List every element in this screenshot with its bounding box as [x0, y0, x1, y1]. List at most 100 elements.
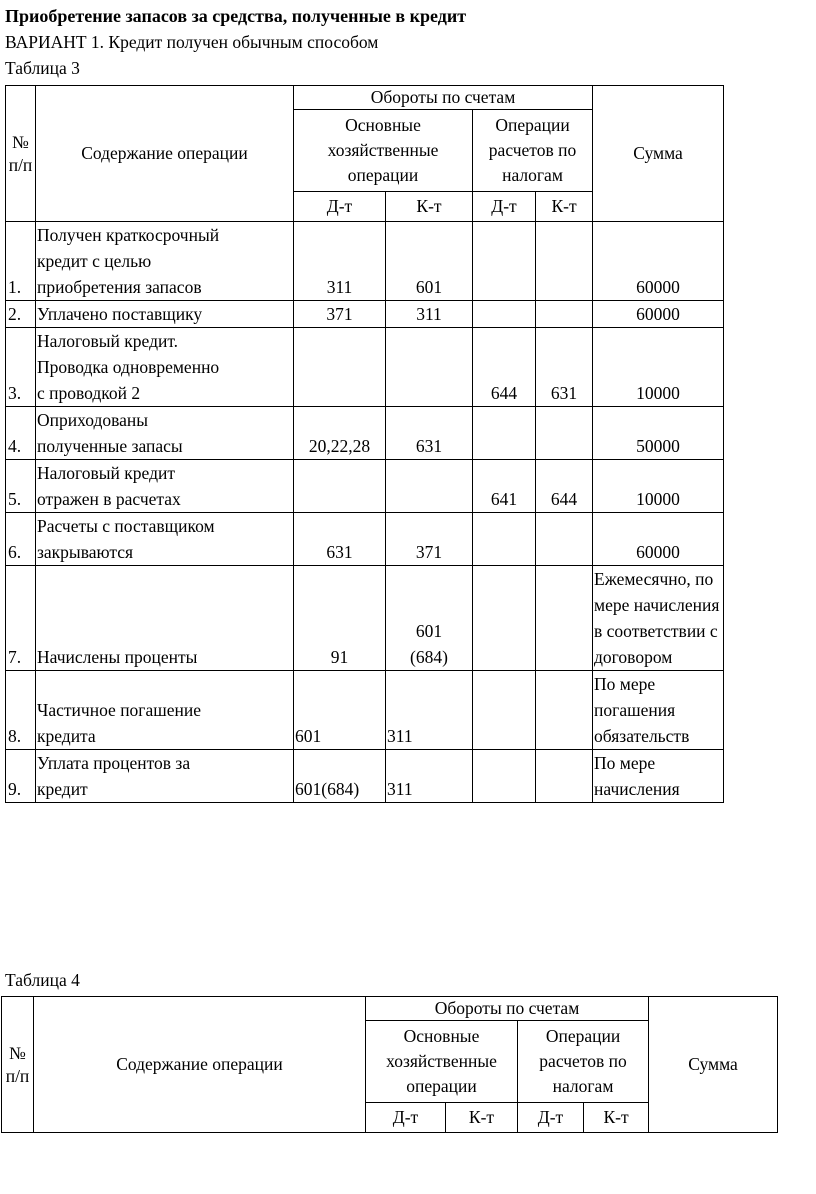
tax-debit-cell: 644: [472, 327, 536, 407]
row-number-cell: 5.: [5, 459, 36, 513]
table4-header: № п/п Содержание операции Обороты по сче…: [1, 996, 779, 1133]
operation-cell: Налоговый кредит. Проводка одновременно …: [35, 327, 294, 407]
main-debit-cell: [293, 459, 386, 513]
table-row: 1. Получен краткосрочный кредит с целью п…: [5, 221, 725, 301]
main-credit-cell: 311: [385, 300, 473, 328]
main-credit-cell: 371: [385, 512, 473, 566]
col-header-main-ops: Основные хозяйственные операции: [365, 1020, 518, 1103]
sum-cell: 60000: [592, 221, 725, 301]
col-header-operation: Содержание операции: [33, 996, 366, 1133]
sum-cell: 10000: [592, 459, 725, 513]
row-number-cell: 4.: [5, 406, 36, 460]
table-row: 3. Налоговый кредит. Проводка одновременн…: [5, 327, 725, 407]
tax-credit-cell: 644: [534, 459, 594, 513]
tax-credit-cell: [534, 512, 594, 566]
main-credit-cell: 631: [385, 406, 473, 460]
table-row: 4. Оприходованы полученные запасы 20,22,28…: [5, 406, 725, 460]
tax-debit-cell: [472, 300, 536, 328]
main-credit-cell: 311: [385, 749, 473, 803]
operation-cell: Расчеты с поставщиком закрываются: [35, 512, 294, 566]
tax-credit-cell: 631: [534, 327, 594, 407]
row-number-cell: 1.: [5, 221, 36, 301]
col-header-main-debit: Д-т: [293, 191, 386, 222]
sum-cell: 10000: [592, 327, 725, 407]
operation-cell: Налоговый кредит отражен в расчетах: [35, 459, 294, 513]
col-header-sum: Сумма: [648, 996, 779, 1133]
main-credit-cell: [385, 459, 473, 513]
operation-cell: Начислены проценты: [35, 565, 294, 671]
row-number-cell: 8.: [5, 670, 36, 750]
table-4: № п/п Содержание операции Обороты по сче…: [1, 996, 779, 1133]
table-row: 9. Уплата процентов за кредит 601(684) 311 П…: [5, 749, 725, 803]
col-header-turnovers: Обороты по счетам: [292, 85, 594, 110]
row-number-cell: 3.: [5, 327, 36, 407]
tax-debit-cell: [472, 670, 536, 750]
col-header-num: № п/п: [5, 85, 36, 222]
tax-debit-cell: [472, 565, 536, 671]
col-header-tax-debit: Д-т: [472, 191, 536, 222]
col-header-tax-ops: Операции расчетов по налогам: [516, 1020, 650, 1103]
main-credit-cell: [385, 327, 473, 407]
main-credit-cell: 311: [385, 670, 473, 750]
main-debit-cell: 91: [293, 565, 386, 671]
page-title: Приобретение запасов за средства, получе…: [5, 6, 467, 26]
col-header-main-debit: Д-т: [365, 1102, 446, 1133]
header-row: Основные хозяйственные операции Операции…: [2, 1020, 778, 1103]
col-header-main-credit: К-т: [385, 191, 473, 222]
header-row: № п/п Содержание операции Обороты по сче…: [1, 996, 779, 1133]
header-row: Д-т К-т Д-т К-т: [6, 191, 724, 222]
col-header-tax-credit: К-т: [534, 191, 594, 222]
tax-credit-cell: [534, 406, 594, 460]
main-debit-cell: 371: [293, 300, 386, 328]
col-header-sum: Сумма: [592, 85, 725, 222]
tax-debit-cell: [472, 406, 536, 460]
header-row: Д-т К-т Д-т К-т: [2, 1102, 778, 1133]
table4-caption: Таблица 4: [5, 970, 80, 990]
col-header-turnovers: Обороты по счетам: [364, 996, 650, 1021]
operation-cell: Оприходованы полученные запасы: [35, 406, 294, 460]
row-number-cell: 2.: [5, 300, 36, 328]
operation-cell: Уплачено поставщику: [35, 300, 294, 328]
tax-credit-cell: [534, 221, 594, 301]
col-header-num: № п/п: [1, 996, 34, 1133]
col-header-main-ops: Основные хозяйственные операции: [293, 109, 473, 192]
tax-debit-cell: [472, 512, 536, 566]
main-credit-cell: 601 (684): [385, 565, 473, 671]
sum-cell: Ежемесячно, по мере начисления в соответ…: [592, 565, 725, 671]
col-header-tax-debit: Д-т: [517, 1102, 584, 1133]
sum-cell: 50000: [592, 406, 725, 460]
main-debit-cell: 601(684): [293, 749, 386, 803]
col-header-tax-ops: Операции расчетов по налогам: [471, 109, 594, 192]
table-row: 8. Частичное погашение кредита 601 311 По ме…: [5, 670, 725, 750]
tax-debit-cell: 641: [472, 459, 536, 513]
table3-caption: Таблица 3: [5, 58, 80, 78]
row-number-cell: 9.: [5, 749, 36, 803]
header-row: № п/п Содержание операции Обороты по сче…: [5, 85, 725, 222]
table-row: 5. Налоговый кредит отражен в расчетах 641…: [5, 459, 725, 513]
operation-cell: Уплата процентов за кредит: [35, 749, 294, 803]
tax-credit-cell: [534, 749, 594, 803]
table-row: 6. Расчеты с поставщиком закрываются 631 37…: [5, 512, 725, 566]
main-debit-cell: 20,22,28: [293, 406, 386, 460]
row-number-cell: 6.: [5, 512, 36, 566]
table3-header: № п/п Содержание операции Обороты по сче…: [5, 85, 725, 222]
table-3: № п/п Содержание операции Обороты по сче…: [5, 85, 725, 803]
col-header-tax-credit: К-т: [582, 1102, 650, 1133]
operation-cell: Получен краткосрочный кредит с целью при…: [35, 221, 294, 301]
sum-cell: 60000: [592, 300, 725, 328]
main-credit-cell: 601: [385, 221, 473, 301]
tax-debit-cell: [472, 221, 536, 301]
table3-body: 1. Получен краткосрочный кредит с целью п…: [5, 221, 725, 803]
main-debit-cell: 631: [293, 512, 386, 566]
tax-credit-cell: [534, 670, 594, 750]
main-debit-cell: 311: [293, 221, 386, 301]
table-row: 2. Уплачено поставщику 371 311 60000: [5, 300, 725, 328]
main-debit-cell: 601: [293, 670, 386, 750]
tax-credit-cell: [534, 565, 594, 671]
main-debit-cell: [293, 327, 386, 407]
blank-space: [5, 803, 816, 967]
row-number-cell: 7.: [5, 565, 36, 671]
col-header-operation: Содержание операции: [35, 85, 294, 222]
sum-cell: 60000: [592, 512, 725, 566]
document-page: Приобретение запасов за средства, получе…: [1, 3, 816, 1133]
